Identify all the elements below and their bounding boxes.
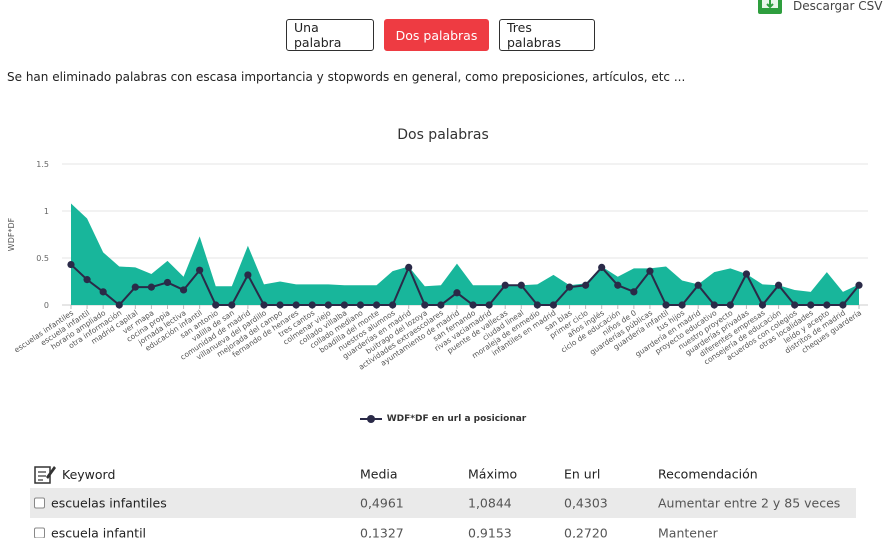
stopwords-notice: Se han eliminado palabras con escasa imp… — [7, 70, 686, 84]
tab-tres-palabras[interactable]: Tres palabras — [499, 19, 595, 51]
data-point — [244, 271, 252, 279]
data-point — [228, 301, 236, 309]
data-point — [646, 267, 654, 275]
data-point — [598, 263, 606, 271]
en-url-cell: 0,4303 — [564, 495, 608, 511]
en-url-cell: 0,2720 — [564, 525, 608, 538]
data-point — [710, 301, 718, 309]
table-header: Keyword Media Máximo En url Recomendació… — [30, 460, 856, 488]
data-point — [726, 301, 734, 309]
data-point — [83, 276, 91, 284]
data-point — [389, 301, 397, 309]
table-row: escuela infantil 0,1327 0,9153 0,2720 Ma… — [30, 518, 856, 538]
data-point — [549, 301, 558, 309]
area-series-maximo — [71, 203, 859, 305]
media-header: Media — [360, 466, 398, 482]
data-point — [582, 281, 590, 289]
keyword-header-label: Keyword — [62, 466, 116, 482]
data-point — [437, 301, 445, 309]
data-point — [758, 301, 767, 309]
data-point — [469, 301, 477, 309]
chart-legend[interactable]: WDF*DF en url a posicionar — [0, 414, 886, 424]
y-tick-label: 1.5 — [36, 160, 49, 169]
data-point — [115, 301, 123, 309]
data-point — [791, 301, 799, 309]
keyword-header: Keyword — [34, 464, 115, 484]
keyword-text: escuelas infantiles — [51, 495, 167, 511]
tab-dos-palabras[interactable]: Dos palabras — [384, 19, 489, 51]
download-csv-label: Descargar CSV — [793, 0, 883, 13]
word-count-tabs: Una palabra Dos palabras Tres palabras — [286, 19, 595, 51]
data-point — [212, 301, 220, 309]
data-point — [630, 288, 638, 296]
media-cell: 0,1327 — [360, 525, 404, 538]
data-point — [614, 281, 622, 289]
y-tick-label: 1 — [44, 207, 49, 216]
maximo-header: Máximo — [468, 466, 518, 482]
keyword-table: Keyword Media Máximo En url Recomendació… — [30, 460, 856, 538]
data-point — [662, 301, 670, 309]
data-point — [485, 301, 493, 309]
chart-title: Dos palabras — [397, 127, 489, 143]
data-point — [533, 301, 541, 309]
data-point — [807, 301, 815, 309]
y-tick-label: 0.5 — [36, 254, 49, 263]
row-checkbox[interactable] — [34, 497, 45, 509]
data-point — [179, 286, 188, 294]
csv-download-icon — [758, 0, 782, 14]
keyword-cell: escuelas infantiles — [34, 496, 167, 511]
data-point — [421, 301, 429, 309]
data-point — [839, 301, 847, 309]
notepad-edit-icon — [34, 466, 56, 484]
data-point — [372, 301, 381, 309]
data-point — [131, 283, 139, 291]
data-point — [565, 283, 574, 291]
data-point — [774, 281, 783, 289]
data-point — [742, 270, 751, 278]
legend-label: WDF*DF en url a posicionar — [386, 414, 527, 424]
data-point — [163, 278, 172, 287]
data-point — [196, 266, 204, 274]
data-point — [340, 301, 348, 309]
data-point — [453, 289, 461, 297]
table-row: escuelas infantiles 0,4961 1,0844 0,4303… — [30, 488, 856, 518]
y-tick-label: 0 — [44, 301, 49, 310]
data-point — [517, 281, 525, 289]
en-url-header: En url — [564, 466, 601, 482]
data-point — [67, 260, 75, 269]
media-cell: 0,4961 — [360, 495, 404, 511]
row-checkbox[interactable] — [34, 527, 45, 538]
recomendacion-header: Recomendación — [658, 466, 758, 482]
keyword-text: escuela infantil — [51, 525, 147, 538]
data-point — [276, 301, 284, 309]
data-point — [678, 301, 686, 309]
maximo-cell: 0,9153 — [468, 525, 512, 538]
data-point — [694, 281, 702, 289]
tab-una-palabra[interactable]: Una palabra — [286, 19, 374, 51]
data-point — [823, 301, 831, 309]
data-point — [99, 288, 107, 296]
data-point — [292, 301, 300, 309]
maximo-cell: 1,0844 — [468, 495, 512, 511]
recomendacion-cell: Mantener — [658, 525, 718, 538]
y-axis-label: WDF*DF — [7, 217, 16, 251]
data-point — [308, 301, 316, 309]
data-point — [147, 283, 156, 291]
legend-line-marker-icon — [359, 415, 382, 423]
recomendacion-cell: Aumentar entre 2 y 85 veces — [658, 495, 841, 511]
download-csv-button[interactable]: Descargar CSV — [754, 0, 882, 16]
data-point — [405, 263, 413, 271]
data-point — [356, 301, 365, 309]
data-point — [260, 301, 268, 309]
data-point — [324, 301, 332, 309]
keyword-cell: escuela infantil — [34, 526, 146, 538]
data-point — [501, 281, 509, 289]
data-point — [855, 281, 863, 289]
